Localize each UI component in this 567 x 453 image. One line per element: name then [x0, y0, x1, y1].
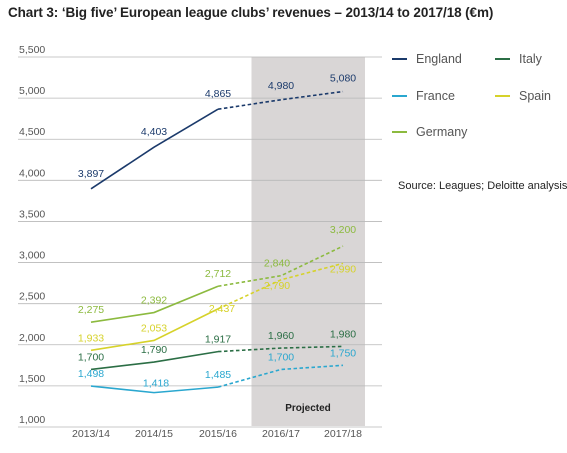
- x-tick-label: 2013/14: [72, 428, 110, 440]
- x-tick-label: 2015/16: [199, 428, 237, 440]
- y-tick-label: 2,500: [19, 291, 45, 303]
- y-tick-label: 2,000: [19, 332, 45, 344]
- data-label-italy: 1,917: [205, 334, 231, 346]
- legend-swatch-england: [392, 58, 407, 60]
- y-tick-label: 5,500: [19, 44, 45, 56]
- data-label-france: 1,485: [205, 369, 231, 381]
- x-tick-label: 2014/15: [135, 428, 173, 440]
- legend-label-france: France: [416, 89, 455, 103]
- legend-label-italy: Italy: [519, 52, 542, 66]
- series-line-projected-italy: [217, 345, 344, 353]
- projected-shading: [251, 57, 365, 426]
- legend-item-france: France: [392, 89, 455, 103]
- y-tick-label: 3,000: [19, 250, 45, 262]
- data-label-england: 4,403: [141, 126, 167, 138]
- y-tick-label: 3,500: [19, 208, 45, 220]
- legend-swatch-spain: [495, 95, 510, 97]
- data-label-germany: 2,275: [78, 304, 104, 316]
- series-line-projected-spain: [217, 262, 344, 310]
- legend-item-italy: Italy: [495, 52, 542, 66]
- data-label-germany: 3,200: [330, 224, 356, 236]
- data-label-france: 1,418: [143, 378, 169, 390]
- legend-item-england: England: [392, 52, 462, 66]
- x-tick-label: 2017/18: [324, 428, 362, 440]
- legend-swatch-italy: [495, 58, 510, 60]
- projected-label: Projected: [285, 403, 331, 414]
- data-label-france: 1,700: [268, 351, 294, 363]
- source-note: Source: Leagues; Deloitte analysis.: [398, 180, 567, 192]
- legend-swatch-france: [392, 95, 407, 97]
- y-tick-label: 4,500: [19, 126, 45, 138]
- y-tick-label: 4,000: [19, 167, 45, 179]
- data-label-germany: 2,392: [141, 295, 167, 307]
- legend-label-spain: Spain: [519, 89, 551, 103]
- data-label-spain: 2,990: [330, 263, 356, 275]
- data-label-spain: 2,790: [264, 280, 290, 292]
- series-line-projected-england: [217, 90, 344, 111]
- data-label-england: 4,980: [268, 80, 294, 92]
- series-line-france: [90, 385, 219, 394]
- data-label-italy: 1,700: [78, 351, 104, 363]
- series-line-spain: [90, 308, 219, 352]
- y-tick-label: 1,500: [19, 373, 45, 385]
- data-label-france: 1,750: [330, 347, 356, 359]
- data-label-germany: 2,712: [205, 268, 231, 280]
- data-label-england: 4,865: [205, 88, 231, 100]
- series-line-projected-germany: [217, 245, 344, 288]
- legend-item-spain: Spain: [495, 89, 551, 103]
- data-label-england: 5,080: [330, 73, 356, 85]
- data-label-france: 1,498: [78, 368, 104, 380]
- y-tick-label: 5,000: [19, 85, 45, 97]
- legend-label-england: England: [416, 52, 462, 66]
- y-tick-label: 1,000: [19, 414, 45, 426]
- data-label-italy: 1,980: [330, 328, 356, 340]
- legend-swatch-germany: [392, 131, 407, 133]
- data-label-spain: 2,437: [209, 303, 235, 315]
- series-line-germany: [90, 285, 219, 323]
- data-label-spain: 1,933: [78, 332, 104, 344]
- legend-item-germany: Germany: [392, 125, 467, 139]
- series-line-england: [90, 108, 219, 190]
- series-line-italy: [90, 350, 219, 371]
- data-label-england: 3,897: [78, 168, 104, 180]
- data-label-germany: 2,840: [264, 258, 290, 270]
- data-label-spain: 2,053: [141, 322, 167, 334]
- legend-label-germany: Germany: [416, 125, 468, 139]
- data-label-italy: 1,960: [268, 330, 294, 342]
- data-label-italy: 1,790: [141, 344, 167, 356]
- chart-title: Chart 3: ‘Big five’ European league club…: [8, 5, 494, 20]
- x-tick-label: 2016/17: [262, 428, 300, 440]
